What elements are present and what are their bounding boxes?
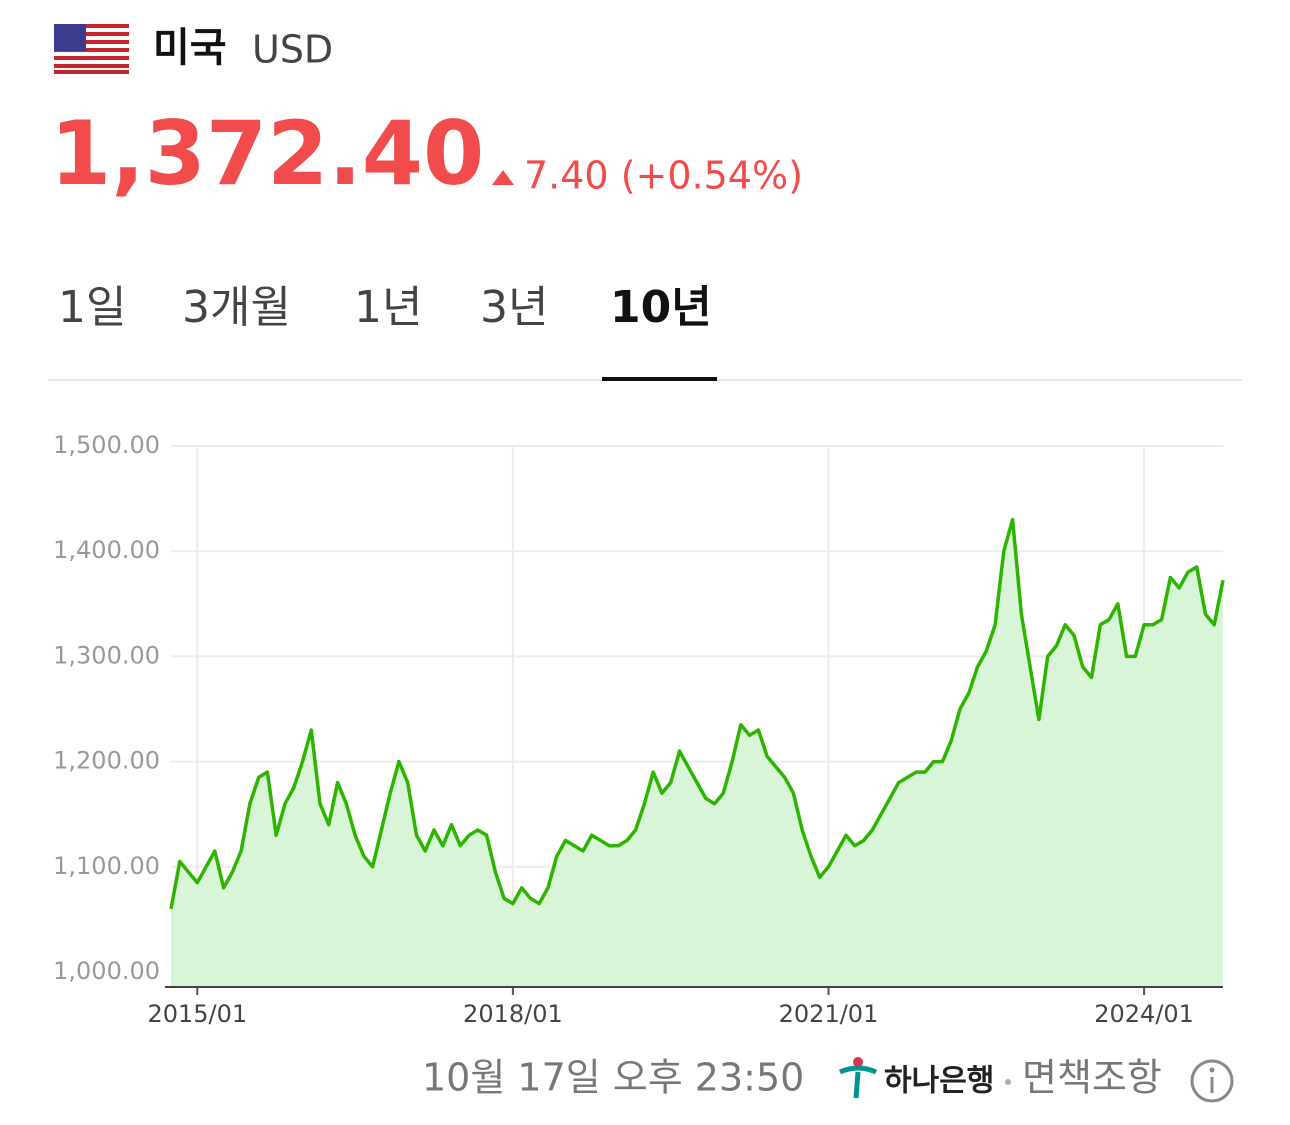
tab[interactable]: 1일 bbox=[58, 282, 126, 333]
x-tick-label: 2024/01 bbox=[1094, 1000, 1194, 1028]
change: 7.40 (+0.54%) bbox=[524, 154, 803, 198]
info-icon[interactable] bbox=[1190, 1059, 1234, 1103]
y-tick-label: 1,100.00 bbox=[53, 852, 160, 880]
bank-logo bbox=[838, 1057, 878, 1099]
tab-underline bbox=[602, 377, 717, 381]
tab[interactable]: 3년 bbox=[480, 282, 548, 333]
price: 1,372.40 bbox=[50, 102, 484, 205]
tabs: 1일 3개월 1년 3년 10년 bbox=[58, 282, 717, 381]
flag bbox=[54, 24, 129, 74]
currency: USD bbox=[252, 28, 333, 72]
country: 미국 bbox=[153, 25, 227, 71]
tab[interactable]: 10년 bbox=[610, 282, 712, 333]
y-tick-label: 1,500.00 bbox=[53, 431, 160, 459]
up-arrow bbox=[492, 170, 514, 185]
line bbox=[169, 517, 1225, 910]
tab[interactable]: 3개월 bbox=[182, 282, 291, 333]
area bbox=[171, 519, 1223, 987]
separator bbox=[1005, 1079, 1011, 1085]
y-tick-label: 1,200.00 bbox=[53, 747, 160, 775]
timestamp: 10월 17일 오후 23:50 bbox=[422, 1056, 804, 1100]
disclaimer[interactable]: 면책조항 bbox=[1022, 1056, 1162, 1100]
x-tick-label: 2021/01 bbox=[779, 1000, 879, 1028]
y-tick-label: 1,400.00 bbox=[53, 536, 160, 564]
x-tick-label: 2018/01 bbox=[463, 1000, 563, 1028]
chart: 1,000.00 1,100.00 1,200.00 1,300.00 1,400.00… bbox=[53, 431, 1225, 1028]
tab[interactable]: 1년 bbox=[354, 282, 422, 333]
bank: 하나은행 bbox=[884, 1064, 994, 1099]
y-tick-label: 1,000.00 bbox=[53, 957, 160, 985]
x-tick-label: 2015/01 bbox=[147, 1000, 247, 1028]
y-tick-label: 1,300.00 bbox=[53, 641, 160, 669]
